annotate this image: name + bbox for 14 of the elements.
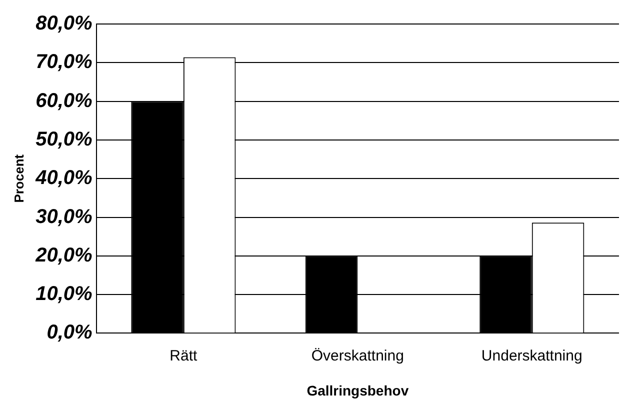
y-axis-title: Procent bbox=[11, 154, 26, 203]
x-tick-label: Överskattning bbox=[311, 347, 404, 364]
y-tick-label: 80,0% bbox=[36, 12, 93, 35]
y-tick-label: 60,0% bbox=[36, 90, 93, 112]
x-tick-label: Rätt bbox=[170, 347, 198, 364]
y-tick-label: 10,0% bbox=[36, 283, 93, 306]
y-tick-label: 30,0% bbox=[36, 206, 93, 228]
x-axis-title: Gallringsbehov bbox=[306, 382, 409, 398]
y-tick-label: 0,0% bbox=[46, 322, 93, 344]
y-tick-label: 70,0% bbox=[36, 51, 93, 74]
y-tick-label: 40,0% bbox=[34, 167, 93, 190]
x-tick-label: Underskattning bbox=[481, 347, 582, 364]
y-tick-label: 20,0% bbox=[34, 244, 93, 266]
y-tick-label: 50,0% bbox=[36, 128, 93, 150]
